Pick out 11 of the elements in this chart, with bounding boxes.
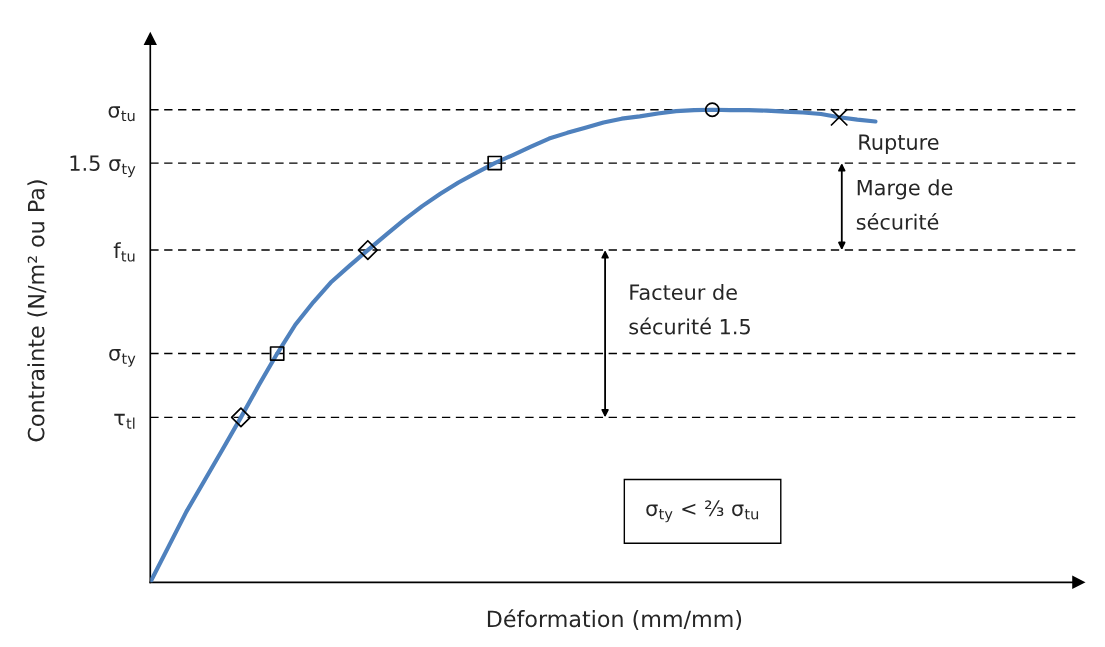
ref-line-label: τ$_{tl}$ — [114, 413, 135, 429]
annotation: Rupture — [859, 134, 939, 154]
ref-line-label: f$_{tu}$ — [113, 242, 135, 262]
annotation: σ$_{ty}$ < ⅔ σ$_{tu}$ — [646, 500, 759, 523]
ref-line-label: σ$_{ty}$ — [109, 348, 136, 367]
annotation: Marge de sécurité — [856, 179, 953, 230]
ref-line-label: σ$_{tu}$ — [108, 106, 135, 122]
y-axis-title: Contrainte (N/m² ou Pa) — [27, 180, 48, 442]
ref-line-label: 1.5 σ$_{ty}$ — [70, 155, 136, 178]
x-axis-title: Déformation (mm/mm) — [487, 609, 742, 630]
annotation: Facteur de sécurité 1.5 — [629, 283, 750, 335]
